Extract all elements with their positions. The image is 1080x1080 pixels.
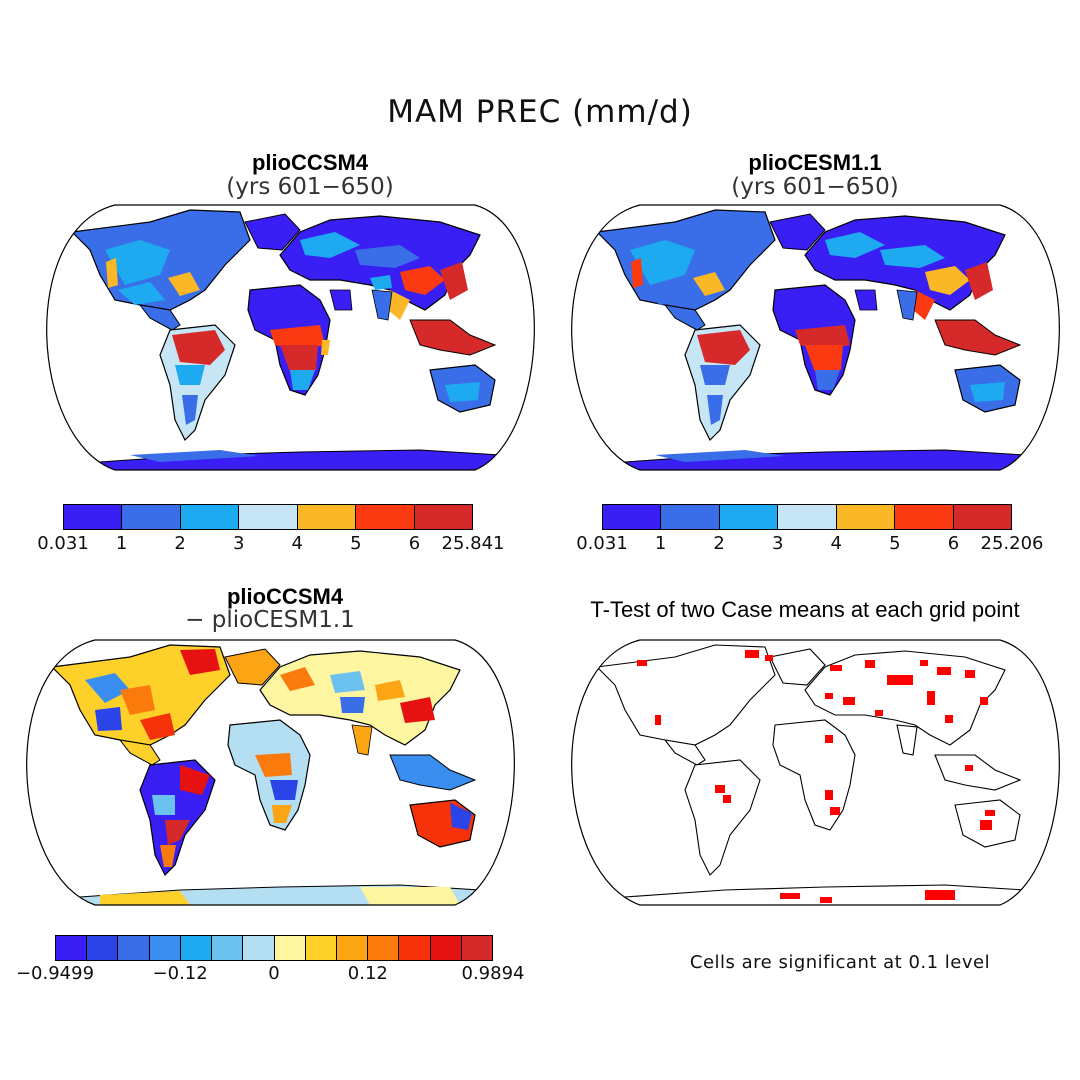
colorbar-tick-label: 2: [713, 533, 725, 554]
colorbar-swatch: [895, 505, 954, 529]
map-border-top-right: [571, 204, 1060, 471]
significant-cells: [637, 650, 995, 903]
colorbar-tick-label: 6: [947, 533, 960, 554]
colorbar-swatch: [661, 505, 720, 529]
colorbar-swatch: [180, 936, 213, 960]
colorbar-swatch: [719, 505, 779, 529]
colorbar-swatch: [149, 936, 181, 960]
colorbar-swatch: [836, 505, 896, 529]
colorbar-swatch: [297, 505, 357, 529]
colorbar-tick-label: 0.9894: [461, 963, 525, 984]
map-bottom-right: [571, 639, 1060, 906]
significance-note: Cells are significant at 0.1 level: [689, 952, 991, 973]
colorbar-tick-label: 0.031: [37, 533, 89, 554]
colorbar-labels-top-right: 0.031 1 2 3 4 5 6 25.206: [576, 533, 1043, 557]
map-border-bottom-left: [26, 639, 515, 906]
colorbar-labels-top-left: 0.031 1 2 3 4 5 6 25.841: [37, 533, 504, 557]
colorbar-swatch: [64, 505, 123, 529]
colorbar-swatch: [239, 505, 298, 529]
colorbar-swatch: [122, 505, 181, 529]
colorbar-tick-label: −0.12: [152, 963, 208, 984]
colorbar-swatch: [356, 505, 415, 529]
colorbar-tick-label: 0.12: [347, 963, 388, 984]
colorbar-tick-label: 25.206: [980, 533, 1044, 554]
panel-subtitle-top-right: (yrs 601−650): [731, 174, 899, 200]
colorbar-swatch: [180, 505, 240, 529]
panel-title-bottom-left: plioCCSM4: [226, 584, 344, 609]
colorbar-swatch: [336, 936, 369, 960]
figure-title: MAM PREC (mm/d): [387, 94, 693, 130]
panel-title-bottom-right: T-Test of two Case means at each grid po…: [590, 597, 1020, 622]
colorbar-swatch: [87, 936, 119, 960]
colorbar-tick-label: −0.9499: [15, 963, 95, 984]
colorbar-tick-label: 4: [830, 533, 843, 554]
colorbar-swatch: [778, 505, 837, 529]
colorbar-tick-label: 6: [408, 533, 421, 554]
colorbar-swatch: [953, 505, 1011, 529]
colorbar-tick-label: 0.031: [576, 533, 628, 554]
panel-title-top-left: plioCCSM4: [251, 150, 369, 175]
colorbar-swatch: [305, 936, 337, 960]
colorbar-top-right: [602, 504, 1012, 530]
map-top-left: [46, 204, 535, 471]
colorbar-swatch: [118, 936, 150, 960]
colorbar-swatch: [368, 936, 400, 960]
colorbar-tick-label: 5: [350, 533, 362, 554]
colorbar-tick-label: 4: [291, 533, 304, 554]
map-top-right: [571, 204, 1060, 471]
colorbar-tick-label: 1: [654, 533, 667, 554]
colorbar-swatch: [603, 505, 662, 529]
colorbar-swatch: [461, 936, 493, 960]
colorbar-swatch: [243, 936, 275, 960]
colorbar-tick-label: 25.841: [441, 533, 505, 554]
colorbar-tick-label: 3: [771, 533, 784, 554]
colorbar-swatch: [274, 936, 306, 960]
colorbar-tick-label: 1: [115, 533, 128, 554]
colorbar-labels-bottom-left: −0.9499 −0.12 0 0.12 0.9894: [16, 963, 525, 987]
colorbar-swatch: [430, 936, 462, 960]
landmass-greenland: [244, 213, 301, 251]
map-bottom-left: [26, 639, 515, 906]
colorbar-swatch: [56, 936, 88, 960]
colorbar-swatch: [212, 936, 244, 960]
colorbar-bottom-left: [55, 935, 493, 961]
map-border-bottom-right: [571, 639, 1060, 906]
colorbar-swatch: [399, 936, 431, 960]
map-border-top-left: [46, 204, 535, 471]
colorbar-tick-label: 3: [232, 533, 245, 554]
colorbar-swatch: [414, 505, 472, 529]
colorbar-tick-label: 5: [889, 533, 901, 554]
colorbar-top-left: [63, 504, 473, 530]
panel-title-top-right: plioCESM1.1: [748, 150, 882, 175]
panel-subtitle-top-left: (yrs 601−650): [226, 174, 394, 200]
colorbar-tick-label: 2: [174, 533, 186, 554]
colorbar-tick-label: 0: [268, 963, 280, 984]
panel-subtitle-bottom-left: − plioCESM1.1: [185, 607, 355, 633]
